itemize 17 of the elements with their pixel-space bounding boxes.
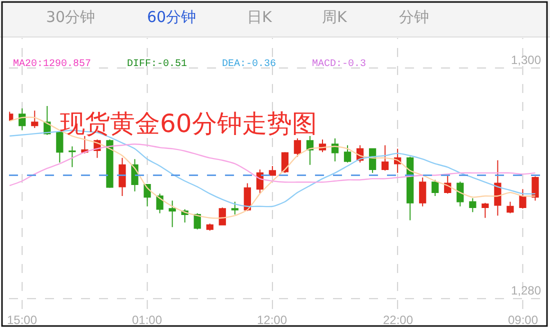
annotation: MACD:-0.3 <box>312 59 366 70</box>
x-tick-label: 12:00 <box>257 313 288 327</box>
annotation: MA20:1290.857 <box>13 59 92 70</box>
y-tick-label: 1,280 <box>510 283 542 298</box>
annotation: DIFF:-0.51 <box>127 59 188 70</box>
annotation: DEA:-0.36 <box>222 59 276 70</box>
text: 现货黄金60分钟走势图 <box>60 108 317 138</box>
text: 分钟 <box>399 8 429 26</box>
x-tick-label: 22:00 <box>383 313 414 327</box>
x-tick-label: 01:00 <box>132 313 162 327</box>
text: 日K <box>247 8 273 26</box>
x-tick-label: 09:00 <box>508 313 538 327</box>
text: 60分钟 <box>147 8 196 26</box>
y-tick-label: 1,300 <box>510 52 542 67</box>
x-tick-label: 15:00 <box>7 313 38 327</box>
text: 30分钟 <box>46 8 96 26</box>
text: 周K <box>322 8 348 26</box>
